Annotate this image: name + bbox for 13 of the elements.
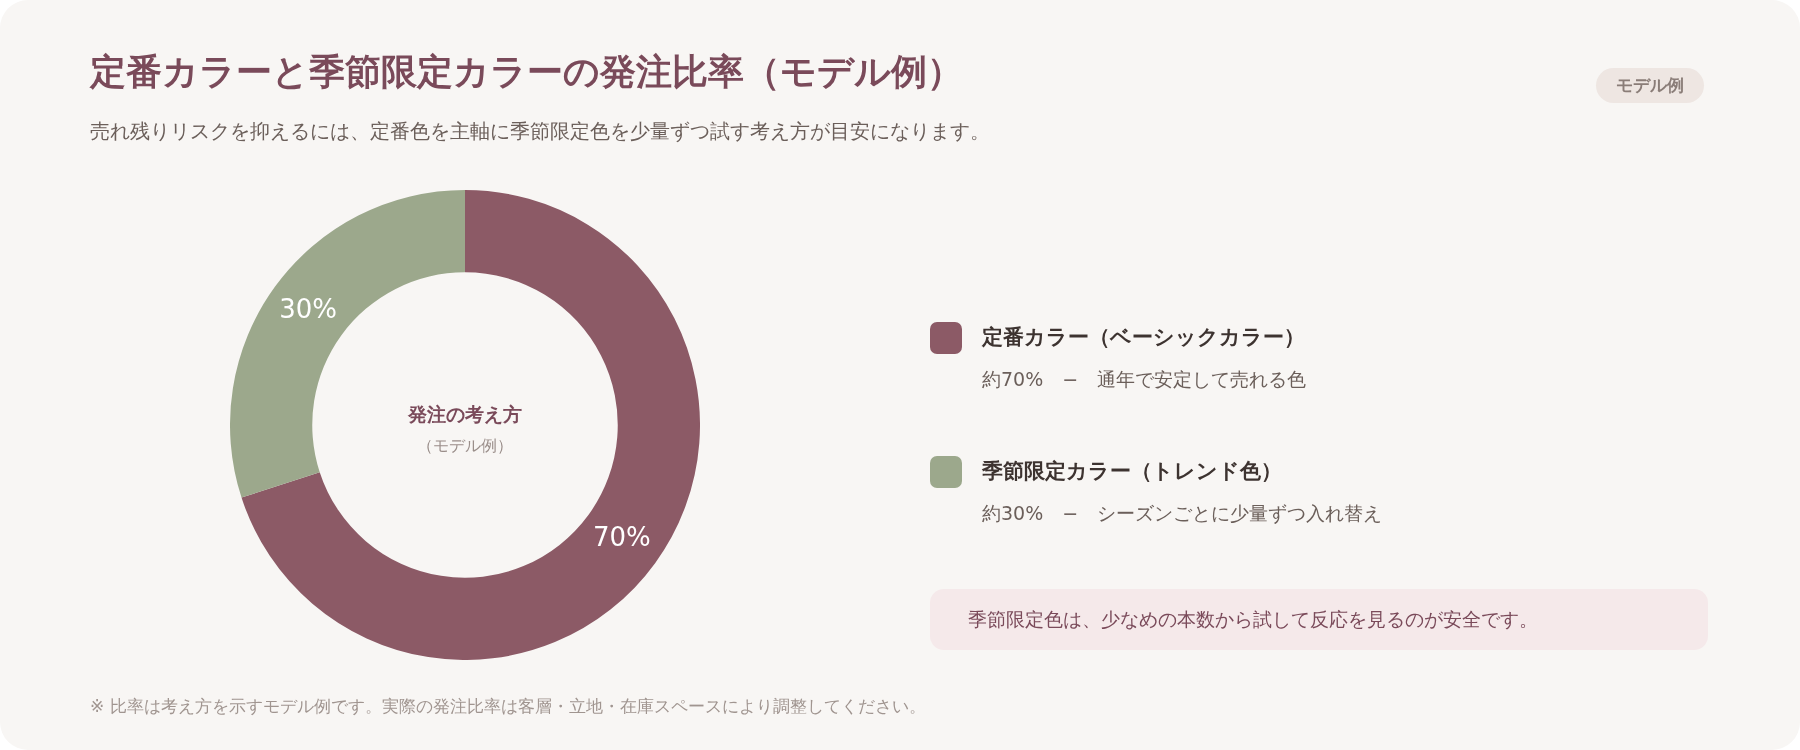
text: ※ 比率は考え方を示すモデル例です。実際の発注比率は客層・立地・在庫スペースにより調整してください。 [90,695,926,718]
data-label: 30% [279,293,338,324]
chart-title: 定番カラーと季節限定カラーの発注比率（モデル例） [90,49,963,94]
legend-label: 季節限定カラー（トレンド色） [982,458,1282,485]
text: 季節限定色は、少なめの本数から試して反応を見るのが安全です。 [967,608,1538,630]
data-label: 70% [592,521,651,552]
text: 発注の考え方 [407,402,523,427]
text: 約30% − シーズンごとに少量ずつ入れ替え [982,501,1383,526]
text: 約70% − 通年で安定して売れる色 [982,367,1307,392]
legend-label: 定番カラー（ベーシックカラー） [982,324,1305,351]
chart-subtitle: 売れ残りリスクを抑えるには、定番色を主軸に季節限定色を少量ずつ試す考え方が目安になります。 [90,118,990,145]
text: モデル例 [1596,68,1704,103]
text: （モデル例） [416,436,514,457]
